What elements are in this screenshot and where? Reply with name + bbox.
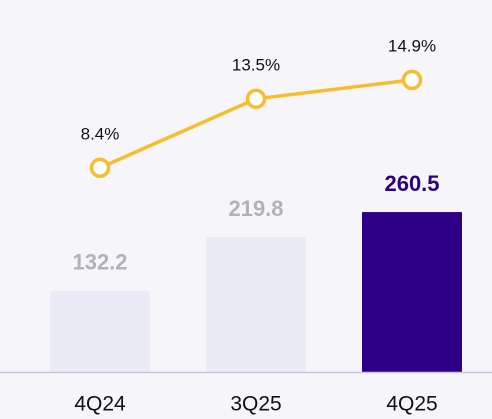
- x-tick-label: 4Q24: [74, 393, 126, 416]
- bar-value-label: 260.5: [384, 171, 439, 196]
- bar: [206, 237, 306, 372]
- line-marker: [89, 157, 111, 179]
- line-marker: [245, 88, 267, 110]
- line-value-label: 14.9%: [388, 36, 436, 55]
- bar: [362, 212, 462, 372]
- bar-value-label: 132.2: [72, 250, 127, 275]
- x-tick-label: 4Q25: [386, 393, 437, 416]
- line-value-label: 8.4%: [81, 124, 120, 143]
- line-value-label: 13.5%: [232, 55, 280, 74]
- bar-value-label: 219.8: [228, 196, 283, 221]
- x-tick-label: 3Q25: [230, 393, 281, 416]
- bar: [50, 290, 150, 372]
- line-marker: [401, 69, 423, 91]
